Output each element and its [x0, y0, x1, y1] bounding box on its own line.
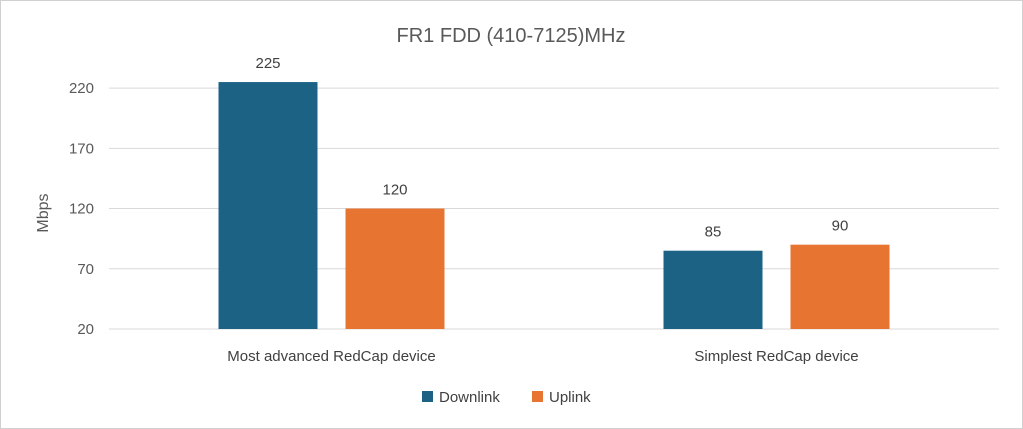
data-labels: 225 120 85 90 [255, 55, 848, 241]
category-label: Most advanced RedCap device [227, 348, 435, 365]
bars [218, 82, 890, 330]
legend-swatch-uplink [532, 391, 543, 402]
data-label: 225 [255, 55, 280, 72]
legend-label-uplink: Uplink [549, 389, 591, 406]
data-label: 85 [705, 224, 722, 241]
y-tick-label: 170 [69, 140, 94, 157]
bar-downlink [663, 250, 763, 329]
y-tick-label: 20 [77, 321, 94, 338]
category-label: Simplest RedCap device [694, 348, 858, 365]
y-tick-label: 70 [77, 261, 94, 278]
chart-title: FR1 FDD (410-7125)MHz [397, 25, 626, 47]
y-axis-title: Mbps [35, 193, 52, 232]
data-label: 90 [832, 218, 849, 235]
y-tick-label: 220 [69, 80, 94, 97]
legend: Downlink Uplink [422, 389, 591, 406]
bar-uplink [345, 208, 445, 329]
bar-uplink [790, 244, 890, 329]
category-labels: Most advanced RedCap device Simplest RedC… [227, 348, 858, 365]
legend-label-downlink: Downlink [439, 389, 500, 406]
legend-swatch-downlink [422, 391, 433, 402]
data-label: 120 [382, 182, 407, 199]
y-tick-label: 120 [69, 201, 94, 218]
bar-downlink [218, 82, 318, 330]
y-axis-ticks: 20 70 120 170 220 [69, 80, 94, 338]
